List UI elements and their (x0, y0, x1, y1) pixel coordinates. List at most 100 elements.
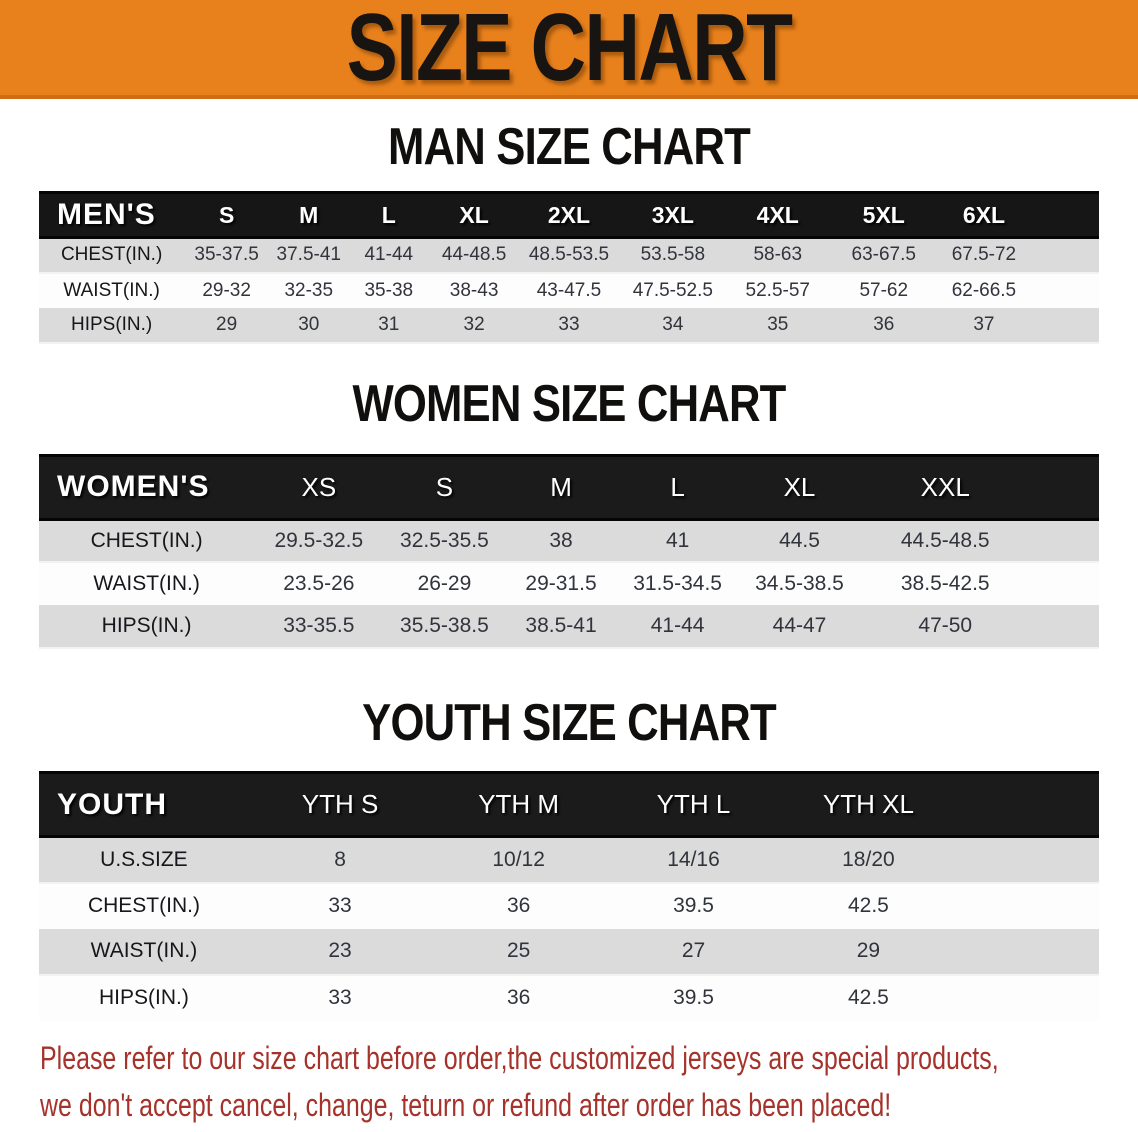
measurement-label-cell: HIPS(IN.) (39, 974, 249, 1021)
header-spacer-cell (1028, 191, 1099, 239)
size-value-cell: 30 (269, 307, 349, 344)
row-spacer-cell (955, 974, 1099, 1021)
size-value-cell: 23.5-26 (254, 562, 384, 605)
size-value-cell: 33 (248, 882, 432, 929)
size-column-header: M (269, 191, 349, 239)
measurement-row: WAIST(IN.) 23.5-26 26-29 29-31.5 31.5-34.5 34… (39, 562, 1099, 605)
measurement-label-cell: WAIST(IN.) (39, 272, 185, 308)
size-value-cell: 53.5-58 (618, 237, 727, 274)
row-spacer-cell (1030, 605, 1099, 649)
size-column-header: YTH XL (780, 771, 956, 838)
size-value-cell: 34.5-38.5 (738, 562, 861, 605)
size-value-cell: 44.5 (738, 519, 861, 563)
page-title: SIZE CHART (346, 0, 793, 101)
size-column-header: YTH S (248, 771, 432, 838)
table-title-cell: WOMEN'S (39, 453, 255, 521)
size-column-header: XL (738, 453, 861, 521)
size-column-header: XS (254, 453, 384, 521)
row-spacer-cell (1028, 237, 1099, 274)
measurement-row: HIPS(IN.) 33 36 39.5 42.5 (39, 974, 1099, 1021)
size-value-cell: 31 (348, 307, 430, 344)
men-size-table: MEN'S S M L XL 2XL 3XL 4XL 5XL 6XL CHEST(IN.) 35-37… (39, 191, 1099, 344)
measurement-row: HIPS(IN.) 29 30 31 32 33 34 35 36 37 (39, 307, 1099, 344)
size-value-cell: 29 (184, 307, 270, 344)
size-header-row: YOUTH YTH S YTH M YTH L YTH XL (39, 771, 1099, 838)
measurement-row: WAIST(IN.) 29-32 32-35 35-38 38-43 43-47.5 47.… (39, 272, 1099, 308)
row-spacer-cell (1028, 272, 1099, 308)
women-size-section: WOMEN SIZE CHART WOMEN'S XS S M L XL XXL CHEST(… (0, 374, 1138, 649)
size-value-cell: 32-35 (269, 272, 349, 308)
measurement-label-cell: WAIST(IN.) (39, 928, 249, 976)
row-spacer-cell (1030, 519, 1099, 563)
measurement-label-cell: CHEST(IN.) (39, 237, 185, 274)
measurement-row: WAIST(IN.) 23 25 27 29 (39, 928, 1099, 976)
size-column-header: 2XL (519, 191, 619, 239)
size-value-cell: 38.5-42.5 (860, 562, 1031, 605)
size-column-header: YTH M (431, 771, 607, 838)
women-section-heading: WOMEN SIZE CHART (352, 374, 786, 433)
size-column-header: S (184, 191, 270, 239)
size-value-cell: 34 (618, 307, 727, 344)
size-value-cell: 35-37.5 (184, 237, 270, 274)
size-value-cell: 44-47 (738, 605, 861, 649)
measurement-row: HIPS(IN.) 33-35.5 35.5-38.5 38.5-41 41-44 44-… (39, 605, 1099, 649)
size-value-cell: 52.5-57 (726, 272, 829, 308)
size-header-row: MEN'S S M L XL 2XL 3XL 4XL 5XL 6XL (39, 191, 1099, 239)
disclaimer-line-1: Please refer to our size chart before or… (40, 1039, 999, 1076)
size-value-cell: 57-62 (828, 272, 939, 308)
size-value-cell: 29-32 (184, 272, 270, 308)
size-value-cell: 29.5-32.5 (254, 519, 384, 563)
size-value-cell: 29 (780, 928, 956, 976)
size-value-cell: 36 (828, 307, 939, 344)
size-value-cell: 37.5-41 (269, 237, 349, 274)
size-value-cell: 38 (505, 519, 617, 563)
size-value-cell: 62-66.5 (938, 272, 1029, 308)
size-value-cell: 38-43 (429, 272, 520, 308)
size-value-cell: 25 (431, 928, 607, 976)
size-value-cell: 14/16 (606, 836, 781, 884)
size-value-cell: 8 (248, 836, 432, 884)
size-value-cell: 36 (431, 882, 607, 929)
size-value-cell: 47-50 (860, 605, 1031, 649)
measurement-label-cell: HIPS(IN.) (39, 307, 185, 344)
order-disclaimer: Please refer to our size chart before or… (0, 1035, 1138, 1129)
table-title-cell: MEN'S (39, 191, 185, 239)
size-value-cell: 26-29 (383, 562, 506, 605)
size-column-header: XXL (860, 453, 1031, 521)
measurement-label-cell: HIPS(IN.) (39, 605, 255, 649)
size-value-cell: 31.5-34.5 (616, 562, 739, 605)
size-column-header: 6XL (938, 191, 1029, 239)
size-column-header: 4XL (726, 191, 829, 239)
size-column-header: XL (429, 191, 520, 239)
header-spacer-cell (1030, 453, 1099, 521)
size-value-cell: 44-48.5 (429, 237, 520, 274)
size-value-cell: 44.5-48.5 (860, 519, 1031, 563)
row-spacer-cell (1028, 307, 1099, 344)
size-value-cell: 39.5 (606, 882, 781, 929)
size-value-cell: 18/20 (780, 836, 956, 884)
size-value-cell: 67.5-72 (938, 237, 1029, 274)
men-size-section: MAN SIZE CHART MEN'S S M L XL 2XL 3XL 4XL 5XL 6XL… (0, 119, 1138, 344)
size-value-cell: 41-44 (348, 237, 430, 274)
size-value-cell: 41 (616, 519, 739, 563)
women-size-table: WOMEN'S XS S M L XL XXL CHEST(IN.) 29.5-32.5 32.5… (39, 453, 1099, 649)
measurement-label-cell: CHEST(IN.) (39, 882, 249, 929)
size-value-cell: 33 (519, 307, 619, 344)
disclaimer-line-2: we don't accept cancel, change, teturn o… (40, 1086, 892, 1123)
measurement-label-cell: WAIST(IN.) (39, 562, 255, 605)
size-value-cell: 42.5 (780, 974, 956, 1021)
size-column-header: M (505, 453, 617, 521)
row-spacer-cell (955, 928, 1099, 976)
size-column-header: 5XL (828, 191, 939, 239)
men-section-heading: MAN SIZE CHART (388, 118, 751, 176)
size-value-cell: 23 (248, 928, 432, 976)
size-value-cell: 32.5-35.5 (383, 519, 506, 563)
measurement-label-cell: U.S.SIZE (39, 836, 249, 884)
measurement-row: U.S.SIZE 8 10/12 14/16 18/20 (39, 836, 1099, 884)
measurement-label-cell: CHEST(IN.) (39, 519, 255, 563)
size-value-cell: 63-67.5 (828, 237, 939, 274)
measurement-row: CHEST(IN.) 35-37.5 37.5-41 41-44 44-48.5 48.5… (39, 237, 1099, 274)
size-column-header: S (383, 453, 506, 521)
measurement-row: CHEST(IN.) 29.5-32.5 32.5-35.5 38 41 44.5 44.5… (39, 519, 1099, 563)
youth-size-section: YOUTH SIZE CHART YOUTH YTH S YTH M YTH L YTH… (0, 695, 1138, 1021)
